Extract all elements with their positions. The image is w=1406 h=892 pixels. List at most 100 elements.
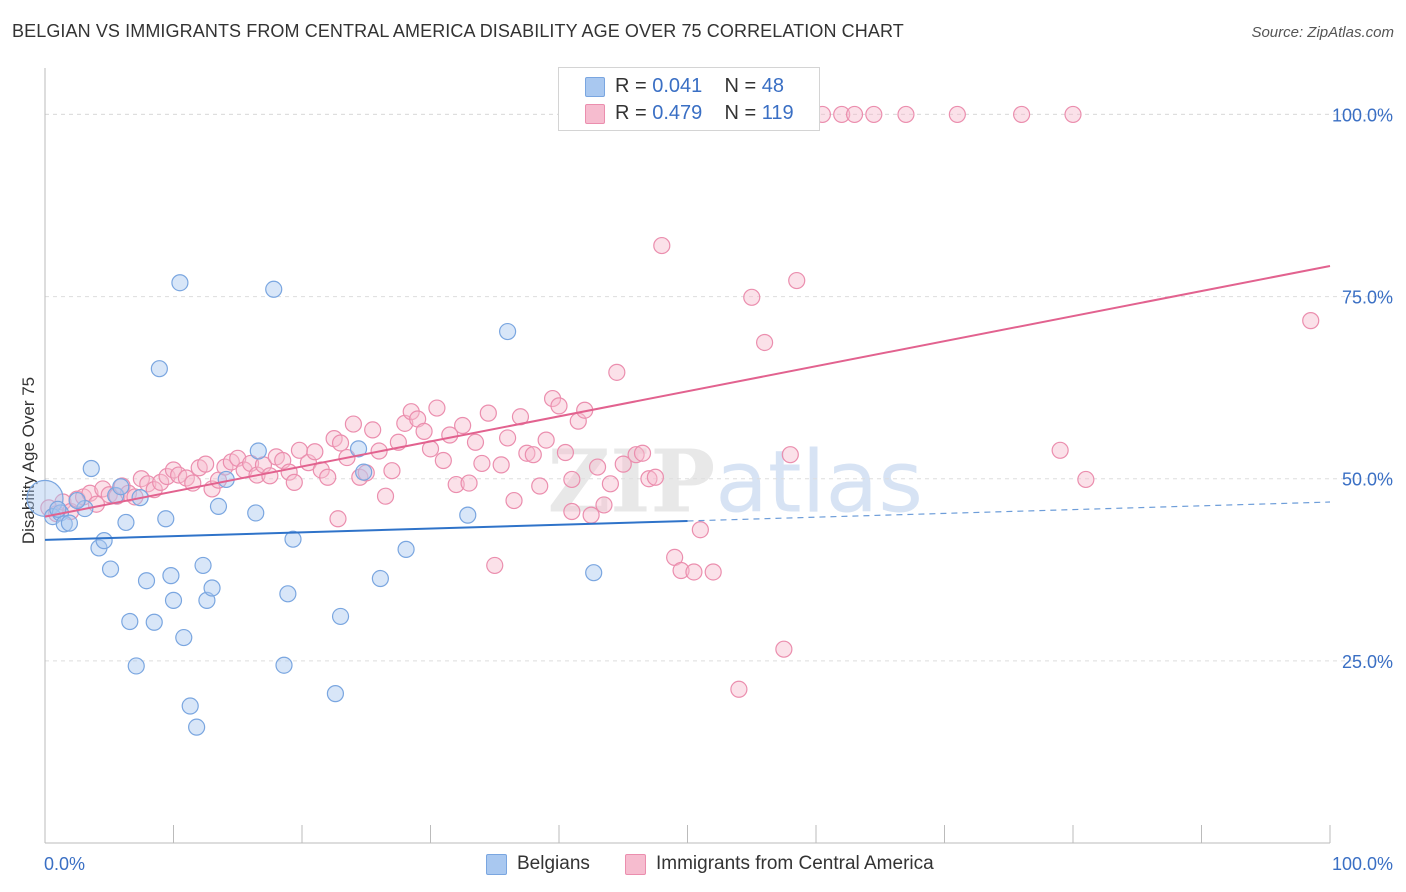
x-tick-label-max: 100.0% bbox=[1332, 854, 1393, 874]
immigrants-point bbox=[948, 105, 966, 124]
belgians-point bbox=[203, 579, 221, 597]
belgians-point bbox=[121, 612, 139, 631]
immigrants-point bbox=[730, 680, 748, 698]
immigrants-point bbox=[550, 397, 568, 415]
immigrants-point bbox=[531, 477, 549, 495]
immigrants-point bbox=[691, 521, 709, 539]
belgians-point bbox=[331, 607, 350, 626]
immigrants-point bbox=[460, 474, 478, 492]
belgians-point bbox=[499, 322, 517, 341]
belgians-point bbox=[157, 510, 175, 528]
immigrants-swatch-icon bbox=[585, 104, 605, 124]
immigrants-point bbox=[486, 556, 504, 575]
belgians-point bbox=[247, 504, 265, 522]
immigrants-point bbox=[614, 455, 632, 473]
r-label: R = bbox=[615, 102, 647, 124]
belgians-point bbox=[249, 442, 267, 460]
immigrants-point bbox=[364, 421, 382, 439]
immigrants-point bbox=[285, 473, 303, 491]
immigrants-point bbox=[164, 461, 183, 479]
y-tick-label: 75.0% bbox=[1342, 288, 1393, 308]
belgians-point bbox=[265, 280, 283, 298]
immigrants-point bbox=[781, 446, 799, 464]
immigrants-point bbox=[344, 415, 362, 433]
immigrants-point bbox=[601, 475, 620, 493]
belgians-point bbox=[209, 497, 228, 515]
belgians-point bbox=[326, 685, 345, 703]
belgians-point bbox=[112, 478, 130, 496]
immigrants-point bbox=[415, 422, 433, 440]
immigrants-point bbox=[588, 458, 607, 476]
belgians-point bbox=[349, 440, 368, 458]
immigrants-point bbox=[1012, 105, 1031, 124]
r-value: 0.041 bbox=[652, 75, 703, 97]
belgians-point bbox=[117, 513, 135, 532]
immigrants-legend-icon bbox=[625, 854, 646, 875]
immigrants-point bbox=[479, 404, 497, 422]
belgians-point bbox=[194, 556, 212, 575]
immigrants-point bbox=[833, 105, 851, 124]
belgians-point bbox=[279, 585, 297, 603]
immigrants-point bbox=[492, 456, 510, 474]
immigrants-point bbox=[633, 444, 652, 462]
source-label: Source: ZipAtlas.com bbox=[1251, 24, 1394, 41]
belgians-point bbox=[459, 506, 477, 524]
immigrants-point bbox=[329, 510, 347, 528]
immigrants-point bbox=[563, 470, 581, 489]
immigrants-point bbox=[499, 429, 517, 447]
immigrants-point bbox=[672, 561, 690, 580]
immigrants-point bbox=[376, 487, 395, 505]
immigrants-point bbox=[775, 640, 793, 658]
immigrants-point bbox=[640, 470, 658, 488]
legend-label-immigrants: Immigrants from Central America bbox=[656, 853, 934, 874]
immigrants-point bbox=[473, 454, 491, 473]
immigrants-point bbox=[865, 105, 883, 124]
belgians-point bbox=[171, 274, 189, 292]
n-label: N = bbox=[724, 75, 757, 97]
n-value: 119 bbox=[761, 102, 794, 124]
belgians-point bbox=[137, 572, 156, 590]
belgians-point bbox=[82, 459, 100, 478]
y-axis-label: Disability Age Over 75 bbox=[19, 377, 38, 544]
y-tick-label: 25.0% bbox=[1342, 652, 1393, 672]
belgians-point bbox=[164, 591, 183, 609]
immigrants-point bbox=[139, 475, 157, 493]
immigrants-point bbox=[1077, 470, 1095, 489]
immigrants-point bbox=[845, 105, 864, 124]
immigrants-point bbox=[563, 502, 581, 521]
belgians-swatch-icon bbox=[585, 77, 605, 97]
belgians-point bbox=[585, 564, 603, 582]
n-label: N = bbox=[724, 102, 757, 124]
immigrants-point bbox=[1302, 312, 1320, 330]
belgians-point bbox=[95, 532, 113, 550]
immigrants-point bbox=[524, 446, 542, 464]
immigrants-point bbox=[152, 473, 170, 491]
immigrants-point bbox=[556, 443, 575, 462]
immigrants-point bbox=[788, 271, 806, 290]
y-tick-label: 100.0% bbox=[1332, 105, 1393, 125]
belgians-point bbox=[284, 530, 302, 548]
belgians-point bbox=[127, 657, 145, 675]
immigrants-point bbox=[197, 455, 215, 473]
immigrants-point bbox=[1064, 105, 1082, 124]
immigrants-point bbox=[627, 446, 645, 464]
r-value: 0.479 bbox=[652, 102, 703, 124]
belgians-point bbox=[162, 567, 180, 585]
immigrants-point bbox=[261, 467, 279, 485]
immigrants-point bbox=[704, 563, 722, 581]
immigrants-point bbox=[685, 563, 703, 581]
belgians-point bbox=[150, 360, 168, 378]
immigrants-point bbox=[518, 444, 536, 462]
immigrants-point bbox=[537, 431, 555, 449]
immigrants-point bbox=[897, 105, 915, 124]
belgians-point bbox=[101, 560, 120, 578]
immigrants-point bbox=[383, 462, 401, 480]
immigrants-point bbox=[434, 451, 452, 470]
r-label: R = bbox=[615, 75, 647, 97]
immigrants-trend-line bbox=[44, 264, 1331, 518]
immigrants-point bbox=[428, 399, 446, 417]
belgians-point bbox=[397, 540, 415, 558]
immigrants-point bbox=[755, 333, 774, 352]
immigrants-point bbox=[306, 443, 324, 461]
